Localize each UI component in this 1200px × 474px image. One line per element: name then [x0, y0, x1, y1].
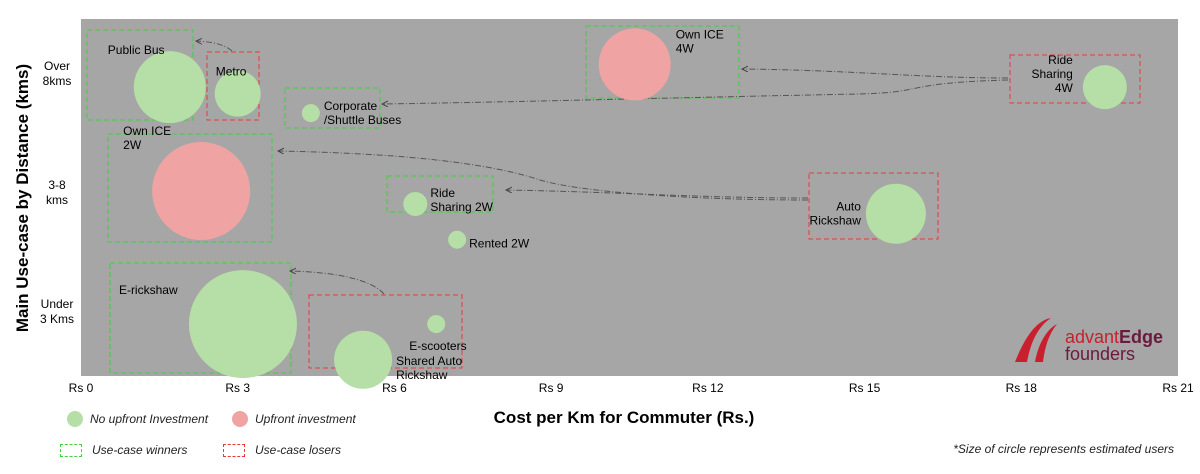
label-auto-rickshaw: Auto Rickshaw: [810, 200, 862, 228]
arrow-auto-to-ride2w: [506, 190, 809, 199]
bubble-shared-auto-rickshaw: [334, 330, 393, 389]
box-ride-sharing-2w: [386, 175, 494, 213]
label-e-scooters: E-scooters: [409, 339, 466, 353]
logo-word-advant: advant: [1065, 327, 1120, 347]
arrow-ride4w-to-ice4w: [742, 69, 1009, 79]
bubble-ride-sharing-2w: [403, 191, 428, 216]
red-dashed-box-icon: [223, 443, 245, 457]
bubble-corporate-shuttle-buses: [301, 104, 320, 123]
legend-no-upfront: No upfront Investment: [67, 411, 208, 427]
x-tick-rs-9: Rs 9: [539, 381, 564, 395]
x-tick-rs-0: Rs 0: [69, 381, 94, 395]
y-tick-under-3-kms: Under 3 Kms: [40, 297, 74, 326]
box-public-bus: [86, 29, 194, 121]
box-own-ice-4w: [585, 25, 740, 99]
y-tick-over-8kms: Over 8kms: [43, 59, 72, 88]
bubble-own-ice-4w: [598, 28, 671, 101]
x-axis-title: Cost per Km for Commuter (Rs.): [494, 408, 755, 427]
box-corporate-shuttle: [284, 87, 381, 129]
x-tick-rs-15: Rs 15: [849, 381, 881, 395]
y-axis-title: Main Use-case by Distance (kms): [13, 64, 32, 332]
legend-upfront-label: Upfront investment: [255, 412, 356, 426]
bubble-metro: [214, 70, 261, 117]
point-labels: Public Bus Metro Corporate/Shuttle Buses Ow…: [108, 27, 1074, 381]
logo-word-founders: founders: [1065, 344, 1136, 364]
bubble-e-rickshaw: [188, 270, 297, 379]
label-own-ice-2w: Own ICE 2W: [123, 124, 171, 152]
legend-losers-label: Use-case losers: [255, 443, 342, 457]
bubble-ride-sharing-4w: [1082, 65, 1127, 110]
x-ticks: Rs 0 Rs 3 Rs 6 Rs 9 Rs 12 Rs 15 Rs 18 Rs 21: [69, 381, 1194, 395]
x-tick-rs-12: Rs 12: [692, 381, 724, 395]
logo-word-top: advantEdge: [1065, 328, 1163, 346]
bubbles: [133, 28, 1127, 389]
label-corporate-shuttle-buses: Corporate/Shuttle Buses: [324, 99, 401, 127]
box-own-ice-2w: [107, 133, 273, 243]
green-circle-icon: [67, 411, 83, 427]
label-metro: Metro: [216, 65, 247, 79]
label-public-bus: Public Bus: [108, 43, 165, 57]
bubble-own-ice-2w: [152, 142, 251, 241]
x-tick-rs-21: Rs 21: [1162, 381, 1194, 395]
arrow-ride4w-to-corporate: [382, 79, 1009, 104]
label-shared-auto-rickshaw: Shared Auto Rickshaw: [396, 354, 462, 382]
box-metro: [206, 51, 260, 121]
label-e-rickshaw: E-rickshaw: [119, 283, 178, 297]
bubble-e-scooters: [427, 315, 446, 334]
legend-winners: Use-case winners: [60, 443, 187, 457]
arrow-shared-to-erickshaw: [290, 271, 385, 295]
x-tick-rs-6: Rs 6: [382, 381, 407, 395]
red-circle-icon: [232, 411, 248, 427]
box-shared-auto: [308, 294, 463, 369]
legend-upfront: Upfront investment: [232, 411, 356, 427]
green-dashed-box-icon: [60, 443, 82, 457]
x-tick-rs-3: Rs 3: [225, 381, 250, 395]
box-auto-rickshaw: [808, 172, 939, 240]
box-ride-sharing-4w: [1009, 54, 1141, 104]
arrow-auto-to-ice2w: [278, 151, 809, 201]
logo-swoosh-icon: [1015, 318, 1057, 362]
legend-winners-label: Use-case winners: [92, 443, 188, 457]
legend-no-upfront-label: No upfront Investment: [90, 412, 209, 426]
label-rented-2w: Rented 2W: [469, 237, 530, 251]
x-tick-rs-18: Rs 18: [1006, 381, 1038, 395]
bubble-auto-rickshaw: [865, 183, 926, 244]
y-ticks: Over 8kms 3-8 kms Under 3 Kms: [40, 59, 74, 326]
arrow-metro-to-bus: [196, 41, 233, 52]
shift-arrows: [196, 41, 1009, 295]
label-ride-sharing-2w: Ride Sharing 2W: [430, 186, 493, 214]
size-note: *Size of circle represents estimated use…: [953, 442, 1174, 456]
label-own-ice-4w: Own ICE 4W: [676, 27, 724, 55]
brand-logo: advantEdge founders: [1013, 312, 1173, 364]
bubble-rented-2w: [448, 230, 467, 249]
label-ride-sharing-4w: Ride Sharing 4W: [1031, 53, 1073, 95]
legend-losers: Use-case losers: [223, 443, 341, 457]
logo-word-edge: Edge: [1119, 327, 1164, 347]
bubble-public-bus: [133, 51, 206, 124]
y-tick-3-8-kms: 3-8 kms: [46, 178, 68, 207]
